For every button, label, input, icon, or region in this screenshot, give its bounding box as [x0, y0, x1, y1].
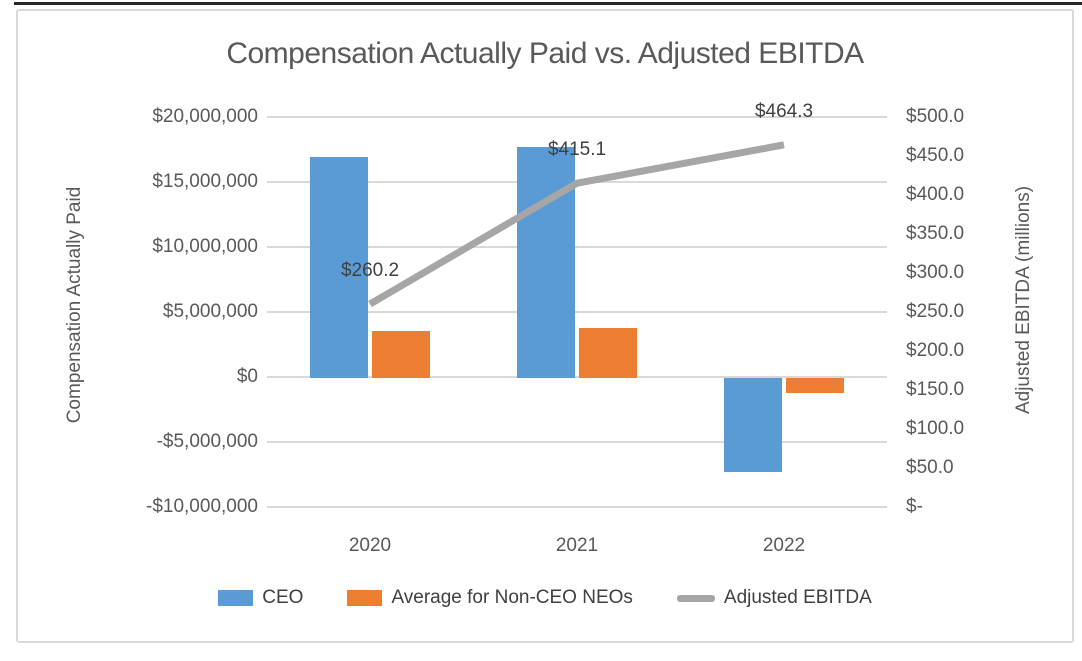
page-top-border: [14, 2, 1082, 5]
chart-title: Compensation Actually Paid vs. Adjusted …: [226, 37, 864, 70]
left-axis-tick-label: -$5,000,000: [156, 431, 258, 452]
bar-neo-2022: [786, 378, 844, 393]
left-axis-tick-label: $10,000,000: [152, 236, 258, 257]
right-axis-tick-label: $150.0: [906, 379, 965, 400]
gridline: [267, 441, 887, 443]
chart-legend: CEO Average for Non-CEO NEOs Adjusted EBIT…: [18, 587, 1072, 609]
gridline: [267, 376, 887, 378]
legend-label: CEO: [262, 587, 304, 608]
line-data-label: $260.2: [340, 260, 400, 282]
legend-item-ceo: CEO: [218, 587, 303, 609]
left-axis-tick-label: $15,000,000: [152, 171, 258, 192]
left-axis-tick-label: $5,000,000: [162, 301, 258, 322]
right-axis-tick-label: $300.0: [906, 262, 965, 283]
gridline: [267, 506, 887, 508]
left-axis-tick-label: -$10,000,000: [146, 496, 258, 517]
bar-ceo-2021: [517, 146, 575, 378]
gridline: [267, 116, 887, 118]
legend-label: Adjusted EBITDA: [723, 587, 872, 608]
left-axis-tick-label: $0: [236, 366, 258, 387]
right-axis-tick-label: $-: [906, 496, 923, 517]
bar-neo-2021: [579, 327, 637, 378]
legend-item-line: Adjusted EBITDA: [676, 587, 872, 609]
line-data-label: $415.1: [547, 139, 607, 161]
bar-ceo-2022: [724, 378, 782, 472]
x-axis-label: 2022: [762, 535, 806, 556]
right-axis-tick-label: $450.0: [906, 145, 965, 166]
gridline: [267, 311, 887, 313]
left-axis-tick-label: $20,000,000: [152, 106, 258, 127]
legend-label: Average for Non-CEO NEOs: [391, 587, 633, 608]
right-axis-tick-label: $50.0: [906, 457, 954, 478]
chart-container: Compensation Actually Paid vs. Adjusted …: [16, 9, 1074, 643]
bar-neo-2020: [372, 331, 430, 378]
right-axis-tick-label: $350.0: [906, 223, 965, 244]
legend-swatch: [676, 594, 715, 602]
legend-swatch: [218, 590, 254, 606]
right-axis-tick-label: $500.0: [906, 106, 965, 127]
right-axis-tick-label: $200.0: [906, 340, 965, 361]
x-axis-label: 2021: [555, 535, 599, 556]
right-axis-tick-label: $250.0: [906, 301, 965, 322]
legend-item-average-for-non-ceo-neos: Average for Non-CEO NEOs: [347, 587, 633, 609]
x-axis-label: 2020: [348, 535, 392, 556]
right-axis-tick-label: $400.0: [906, 184, 965, 205]
line-data-label: $464.3: [754, 100, 814, 122]
bar-ceo-2020: [310, 157, 368, 378]
right-axis-tick-label: $100.0: [906, 418, 965, 439]
legend-swatch: [347, 590, 383, 606]
